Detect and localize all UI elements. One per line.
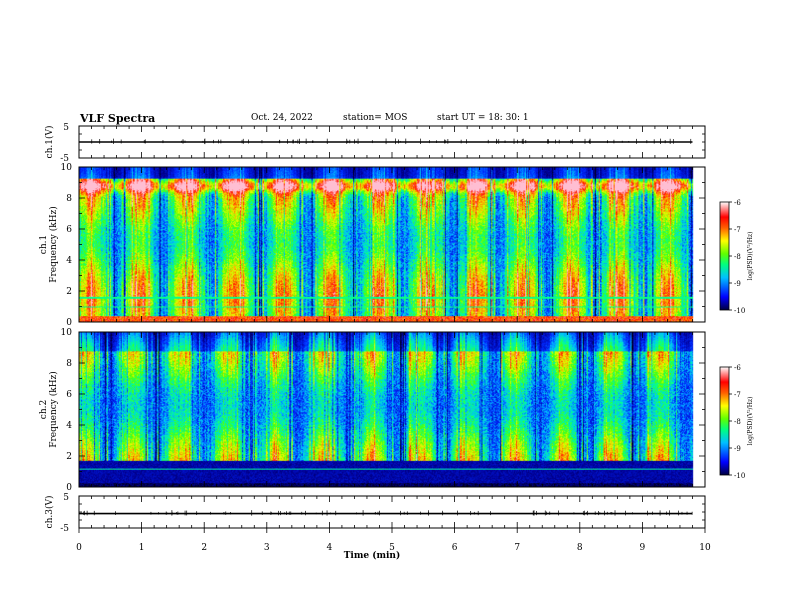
colorbar-2 <box>719 366 730 476</box>
x-tick-label: 2 <box>201 543 207 553</box>
panel-frame-2 <box>78 166 706 323</box>
y-axis-label: ch.2 <box>39 400 49 419</box>
x-tick-label: 8 <box>577 543 583 553</box>
colorbar-tick-label: -8 <box>734 253 741 261</box>
y-tick-label: 4 <box>66 421 72 431</box>
y-tick-label: 5 <box>63 123 69 133</box>
y-tick-label: 8 <box>66 194 72 204</box>
y-tick-label: 10 <box>61 328 73 338</box>
colorbar-tick-label: -7 <box>734 391 741 399</box>
panel-frame-1 <box>78 125 706 159</box>
colorbar-tick-label: -7 <box>734 226 741 234</box>
x-tick-label: 0 <box>76 543 82 553</box>
y-tick-label: -5 <box>60 154 69 164</box>
spectrogram-image-2 <box>79 332 705 487</box>
y-tick-label: 6 <box>66 225 72 235</box>
y-tick-label: 6 <box>66 390 72 400</box>
y-tick-label: 4 <box>66 256 72 266</box>
x-tick-label: 1 <box>139 543 145 553</box>
y-axis-label: ch.1 <box>39 235 49 254</box>
x-tick-label: 4 <box>327 543 333 553</box>
y-axis-label-2: Frequency (kHz) <box>48 371 59 448</box>
start-time-label: start UT = 18: 30: 1 <box>437 113 529 123</box>
colorbar-tick-label: -8 <box>734 418 741 426</box>
x-tick-label: 5 <box>389 543 395 553</box>
date-label: Oct. 24, 2022 <box>251 113 313 123</box>
x-tick-label: 7 <box>514 543 520 553</box>
colorbar-tick-label: -10 <box>734 307 745 315</box>
colorbar-tick-label: -9 <box>734 445 741 453</box>
panel-frame-3 <box>78 331 706 488</box>
y-tick-label: -5 <box>60 524 69 534</box>
x-tick-label: 9 <box>640 543 646 553</box>
colorbar-label: log(PSD)(V²/Hz) <box>747 232 754 281</box>
y-axis-label: ch.3(V) <box>44 496 55 529</box>
x-tick-label: 6 <box>452 543 458 553</box>
spectrogram-image-1 <box>79 167 705 322</box>
y-tick-label: 2 <box>66 452 72 462</box>
figure-title: VLF Spectra <box>80 112 156 125</box>
x-tick-label: 3 <box>264 543 270 553</box>
colorbar-tick-label: -10 <box>734 472 745 480</box>
colorbar-tick-label: -9 <box>734 280 741 288</box>
y-tick-label: 0 <box>66 318 72 328</box>
y-tick-label: 8 <box>66 359 72 369</box>
y-axis-label-2: Frequency (kHz) <box>48 206 59 283</box>
y-tick-label: 10 <box>61 163 73 173</box>
x-tick-label: 10 <box>699 543 711 553</box>
station-label: station= MOS <box>343 113 408 123</box>
y-tick-label: 0 <box>66 483 72 493</box>
y-tick-label: 2 <box>66 287 72 297</box>
y-tick-label: 5 <box>63 493 69 503</box>
colorbar-tick-label: -6 <box>734 364 741 372</box>
y-axis-label: ch.1(V) <box>44 126 55 159</box>
x-axis-label: Time (min) <box>344 550 401 561</box>
colorbar-label: log(PSD)(V²/Hz) <box>747 397 754 446</box>
colorbar-1 <box>719 201 730 311</box>
colorbar-tick-label: -6 <box>734 199 741 207</box>
